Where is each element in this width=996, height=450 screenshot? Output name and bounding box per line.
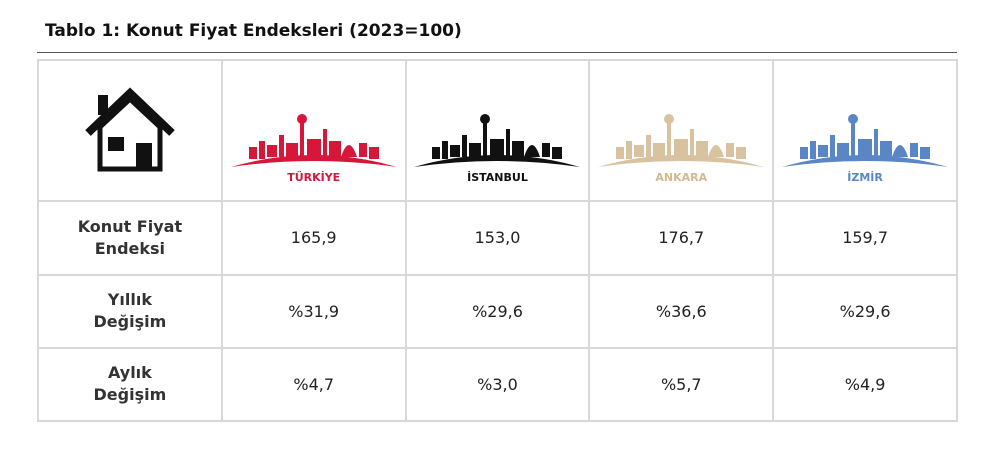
index-table: TÜRKİYE İSTANBUL ANKARA İZMİR Konut Fiya… [37,58,958,423]
title-rule [37,52,957,53]
value-cell: %4,7 [220,346,407,423]
header-row: TÜRKİYE İSTANBUL ANKARA İZMİR [37,58,958,203]
cell-value: %3,0 [477,374,518,394]
value-cell: %3,0 [404,346,591,423]
city-cell: İZMİR [772,58,958,203]
cell-value: %4,9 [844,374,886,394]
skyline [780,99,950,169]
value-cell: %5,7 [588,346,775,423]
city-label: ANKARA [655,171,708,185]
city-label: İSTANBUL [467,171,528,185]
city-label: İZMİR [847,171,883,185]
row-label: Yıllık Değişim [93,290,167,332]
value-cell: %29,6 [772,273,958,349]
city-cell: İSTANBUL [404,58,591,203]
skyline [596,99,766,169]
city-label: TÜRKİYE [287,171,341,185]
cell-value: 153,0 [474,228,521,248]
value-cell: 159,7 [772,200,958,276]
value-cell: %36,6 [588,273,775,349]
row-label-cell: Aylık Değişim [37,346,223,423]
cell-value: 165,9 [290,228,337,248]
cell-value: 176,7 [658,228,705,248]
value-cell: %31,9 [220,273,407,349]
cell-value: %31,9 [288,301,340,321]
value-cell: 153,0 [404,200,591,276]
cell-value: %29,6 [839,301,891,321]
row-label: Konut Fiyat Endeksi [77,216,183,258]
skyline [229,99,399,169]
data-row: Aylık Değişim %4,7 %3,0 %5,7 %4,9 [37,346,958,423]
city-cell: ANKARA [588,58,775,203]
value-cell: %4,9 [772,346,958,423]
cell-value: %4,7 [293,374,335,394]
row-label-cell: Yıllık Değişim [37,273,223,349]
value-cell: 176,7 [588,200,775,276]
house-icon [85,87,175,172]
cell-value: %36,6 [655,301,707,321]
data-row: Yıllık Değişim %31,9 %29,6 %36,6 %29,6 [37,273,958,349]
row-label-cell: Konut Fiyat Endeksi [37,200,223,276]
value-cell: %29,6 [404,273,591,349]
row-label: Aylık Değişim [93,363,167,405]
cell-value: 159,7 [842,228,888,248]
value-cell: 165,9 [220,200,407,276]
data-row: Konut Fiyat Endeksi 165,9 153,0 176,7 159,7 [37,200,958,276]
icon-cell [37,58,223,203]
skyline [412,99,582,169]
cell-value: %5,7 [660,374,702,394]
table-title: Tablo 1: Konut Fiyat Endeksleri (2023=10… [45,21,462,41]
city-cell: TÜRKİYE [220,58,407,203]
cell-value: %29,6 [472,301,523,321]
